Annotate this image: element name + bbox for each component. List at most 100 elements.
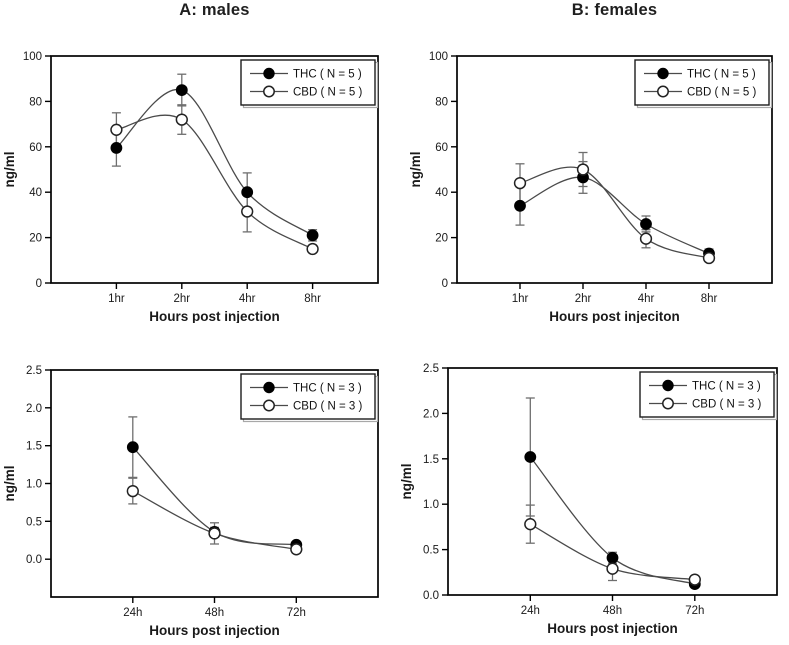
legend-marker-filled [657, 67, 669, 80]
x-axis-title: Hours post injection [149, 623, 280, 638]
panel-bottom-left: 0.0 0.5 1.0 1.5 2.0 2.5 24h 48h 72h ng/ml Hours po… [0, 323, 395, 645]
series-markers-cbd [524, 518, 701, 586]
data-point-open [576, 163, 590, 176]
panel-title-top-right: B: females [571, 1, 658, 19]
legend-entry-label: CBD ( N = 3 ) [293, 401, 363, 413]
x-tick-label: 24h [123, 607, 142, 619]
data-point-filled [640, 218, 652, 230]
data-point-filled [126, 441, 139, 454]
legend-box [240, 59, 376, 106]
legend-marker-filled [263, 67, 275, 80]
x-tick-label: 8hr [701, 293, 718, 305]
data-point-filled [606, 551, 619, 564]
data-point-open [688, 573, 701, 586]
panel-bottom-right: 0.0 0.5 1.0 1.5 2.0 2.5 24h 48h 72h ng/ml Hours po… [395, 323, 789, 645]
y-axis: 0.0 0.5 1.0 1.5 2.0 2.5 [423, 363, 448, 602]
x-tick-label: 1hr [512, 293, 529, 305]
y-tick-label: 0.5 [26, 516, 42, 528]
panel-top-left: A: males 0 20 40 60 80 100 1hr 2hr 4hr 8hr ng/ml Ho… [0, 0, 395, 323]
y-tick-label: 80 [435, 96, 448, 108]
data-point-open [290, 543, 303, 556]
data-point-filled [175, 84, 188, 96]
data-point-open [306, 242, 319, 256]
chart-bottom-right: 0.0 0.5 1.0 1.5 2.0 2.5 24h 48h 72h ng/ml Hours po… [399, 363, 778, 636]
x-axis: 1hr 2hr 4hr 8hr [108, 283, 321, 305]
legend-entry-label: CBD ( N = 3 ) [692, 399, 762, 411]
x-tick-label: 4hr [638, 293, 655, 305]
y-tick-label: 2.5 [26, 365, 42, 377]
y-tick-label: 40 [435, 187, 448, 199]
x-tick-label: 2hr [575, 293, 592, 305]
legend-entry-label: CBD ( N = 5 ) [687, 87, 757, 99]
x-tick-label: 4hr [239, 293, 256, 305]
series-line-thc [115, 88, 313, 236]
x-tick-label: 1hr [108, 293, 125, 305]
chart-top-left: 0 20 40 60 80 100 1hr 2hr 4hr 8hr ng/ml Hours post … [2, 51, 379, 323]
legend: THC ( N = 3 ) CBD ( N = 3 ) [639, 371, 778, 421]
y-tick-label: 1.5 [423, 454, 439, 466]
legend-entry-label: THC ( N = 3 ) [692, 381, 761, 393]
data-point-open [208, 527, 221, 540]
y-axis-title: ng/ml [2, 466, 17, 502]
data-point-open [175, 113, 188, 126]
legend: THC ( N = 3 ) CBD ( N = 3 ) [240, 373, 379, 423]
x-axis-title: Hours post injeciton [549, 309, 680, 323]
chart-bottom-left: 0.0 0.5 1.0 1.5 2.0 2.5 24h 48h 72h ng/ml Hours po… [2, 365, 379, 638]
legend-entry-label: THC ( N = 3 ) [293, 383, 362, 395]
y-tick-label: 0.5 [423, 545, 439, 557]
legend: THC ( N = 5 ) CBD ( N = 5 ) [240, 59, 379, 109]
y-tick-label: 0 [442, 278, 448, 290]
plot-frame [50, 55, 379, 284]
y-tick-label: 2.0 [26, 403, 42, 415]
y-tick-label: 1.0 [423, 499, 439, 511]
data-point-open [241, 205, 254, 218]
y-tick-label: 0.0 [26, 554, 42, 566]
x-tick-label: 2hr [173, 293, 190, 305]
legend-marker-open [263, 85, 275, 98]
x-axis: 24h 48h 72h [521, 595, 704, 617]
series-markers-cbd [126, 484, 303, 556]
y-tick-label: 100 [23, 51, 42, 63]
legend-marker-open [662, 397, 674, 410]
y-tick-label: 1.5 [26, 441, 42, 453]
x-tick-label: 72h [685, 605, 704, 617]
y-tick-label: 40 [29, 187, 42, 199]
series-markers-thc [514, 171, 715, 260]
chart-top-right: 0 20 40 60 80 100 1hr 2hr 4hr 8hr ng/ml Hours post … [408, 51, 773, 323]
data-point-open [639, 232, 653, 245]
y-tick-label: 60 [435, 142, 448, 154]
y-tick-label: 60 [29, 142, 42, 154]
x-tick-label: 24h [521, 605, 540, 617]
legend-entry-label: THC ( N = 5 ) [293, 69, 362, 81]
data-point-filled [241, 186, 254, 199]
x-tick-label: 72h [287, 607, 306, 619]
legend-box [639, 371, 775, 418]
data-point-open [702, 251, 716, 265]
series-markers-cbd [513, 163, 716, 265]
data-point-open [606, 562, 619, 575]
y-tick-label: 2.5 [423, 363, 439, 375]
y-tick-label: 20 [29, 233, 42, 245]
legend-marker-open [263, 399, 275, 412]
data-point-filled [514, 199, 526, 212]
data-point-open [513, 176, 527, 190]
legend-box [634, 59, 770, 106]
x-axis: 24h 48h 72h [123, 597, 306, 619]
error-bars [515, 151, 714, 263]
series-line-thc [519, 176, 710, 255]
y-tick-label: 2.0 [423, 408, 439, 420]
y-tick-label: 1.0 [26, 479, 42, 491]
y-tick-label: 0.0 [423, 590, 439, 602]
y-tick-label: 20 [435, 233, 448, 245]
data-point-filled [306, 229, 319, 242]
panel-title-top-left: A: males [179, 1, 250, 19]
legend-entry-label: CBD ( N = 5 ) [293, 87, 363, 99]
y-tick-label: 100 [429, 51, 448, 63]
series-markers-thc [110, 84, 319, 242]
data-point-filled [110, 142, 123, 154]
legend-entry-label: THC ( N = 5 ) [687, 69, 756, 81]
series-markers-cbd [110, 113, 319, 256]
series-line-cbd [519, 166, 710, 259]
data-point-open [126, 484, 139, 498]
panel-top-right: B: females 0 20 40 60 80 100 1hr 2hr 4hr 8hr ng/ml… [395, 0, 789, 323]
